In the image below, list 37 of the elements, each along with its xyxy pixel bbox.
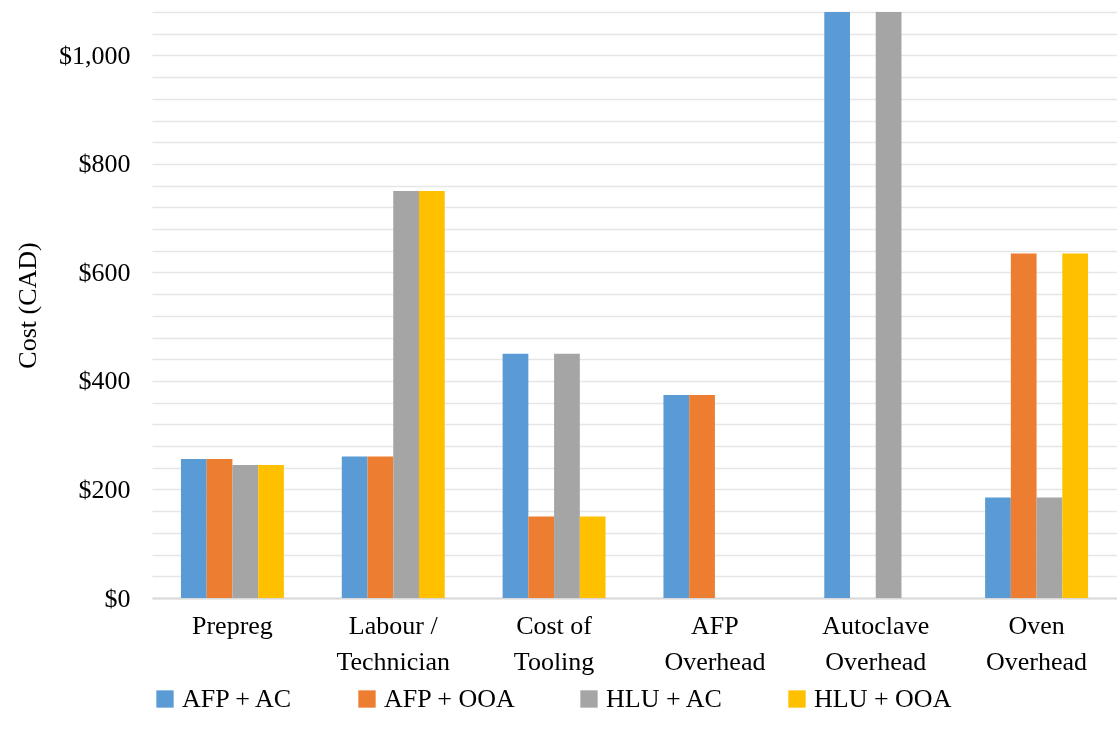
bar	[1036, 497, 1063, 598]
bar	[579, 516, 606, 598]
legend-label: AFP + OOA	[384, 684, 515, 713]
y-tick-label: $800	[78, 149, 131, 179]
bar	[232, 465, 259, 598]
y-tick-label: $600	[78, 257, 131, 287]
bar	[180, 459, 207, 598]
y-tick-label: $200	[78, 474, 131, 504]
x-tick-label: Labour / Technician	[336, 610, 451, 676]
bar	[206, 459, 233, 598]
bar	[663, 395, 690, 598]
x-tick-label: AFP Overhead	[664, 610, 766, 676]
y-tick-label: $1,000	[59, 40, 131, 70]
bar	[1062, 253, 1089, 598]
y-tick-label: $0	[104, 583, 131, 613]
bar	[418, 191, 445, 598]
bar	[502, 353, 529, 598]
x-tick-label: Autoclave Overhead	[822, 610, 930, 676]
bar	[528, 516, 555, 598]
bar	[689, 395, 715, 598]
legend-label: HLU + AC	[606, 684, 722, 713]
bar	[824, 12, 851, 598]
legend-label: HLU + OOA	[814, 684, 952, 713]
x-tick-label: Oven Overhead	[986, 610, 1088, 676]
bar	[985, 497, 1011, 598]
x-tick-label: Cost of Tooling	[513, 610, 595, 676]
bar	[554, 353, 580, 598]
bar	[341, 456, 368, 598]
bar	[393, 191, 419, 598]
bar	[367, 456, 394, 598]
bar	[875, 12, 902, 598]
x-tick-label: Prepreg	[191, 610, 273, 640]
bar	[258, 465, 284, 598]
legend-label: AFP + AC	[182, 684, 292, 713]
bar	[1010, 253, 1037, 598]
y-axis-title: Cost (CAD)	[13, 242, 42, 369]
y-tick-label: $400	[78, 366, 131, 396]
